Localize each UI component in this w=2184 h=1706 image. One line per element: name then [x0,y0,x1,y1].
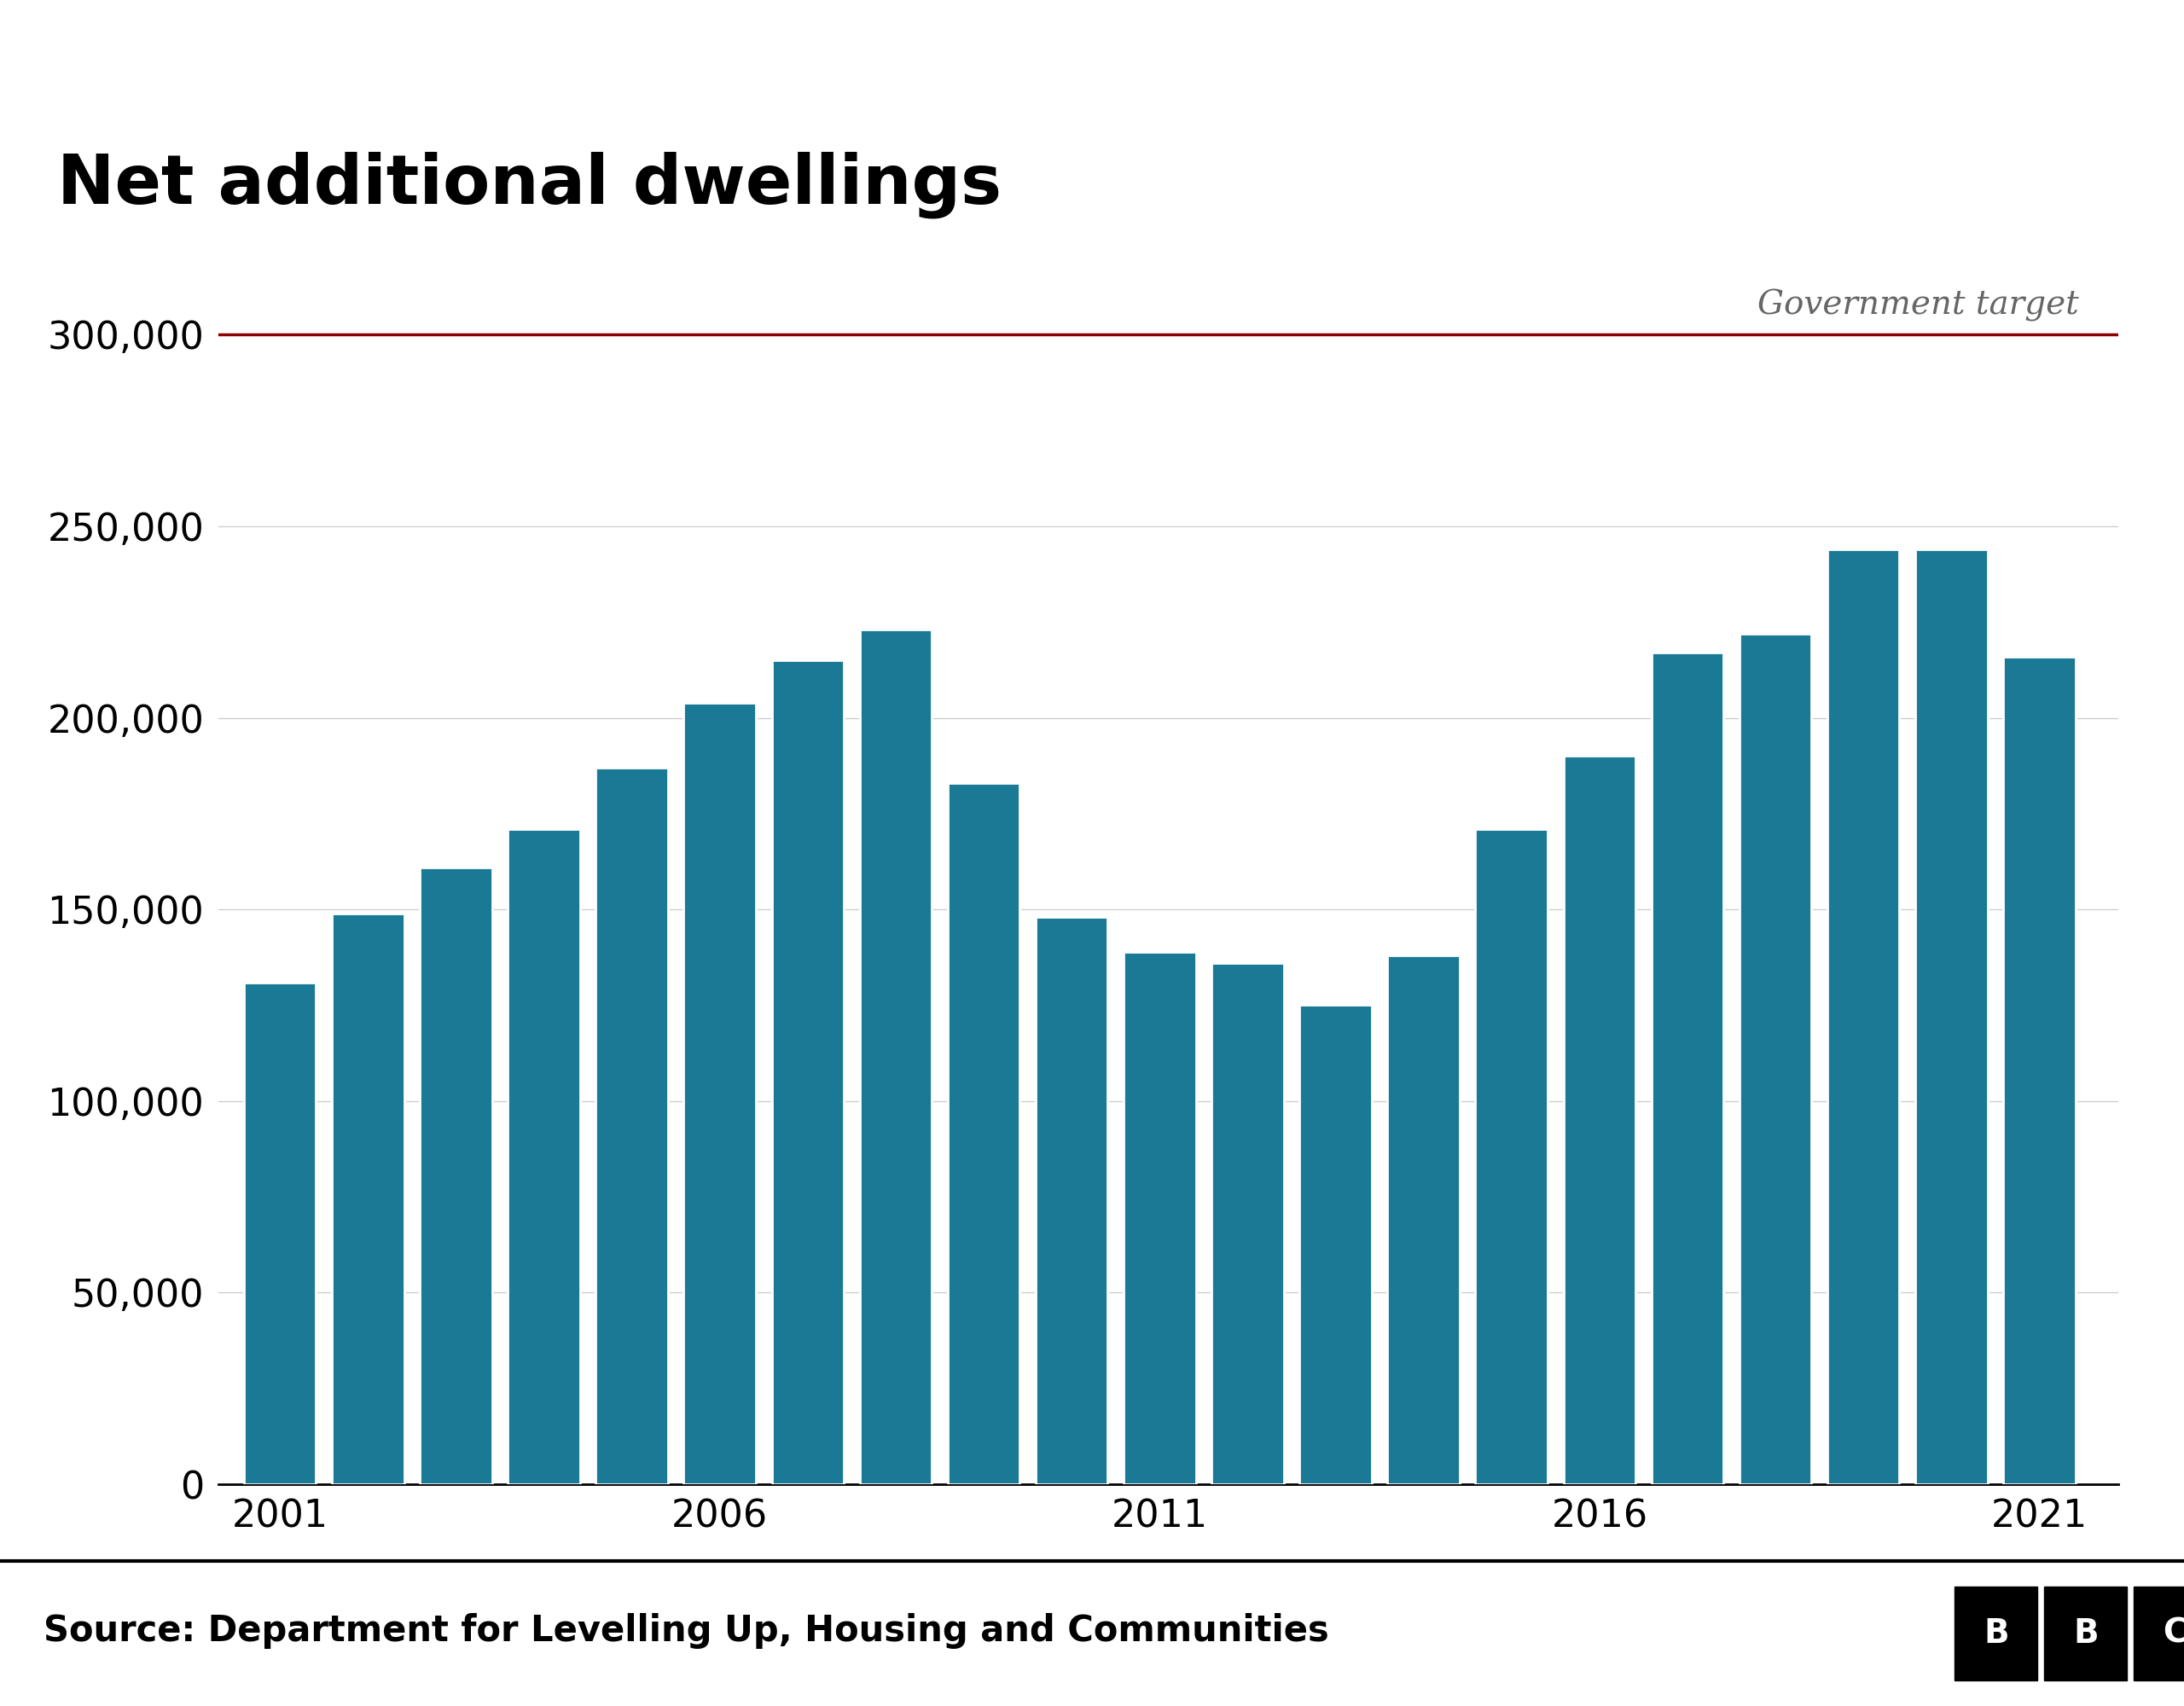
Bar [2003,657,2075,1484]
Bar [419,867,491,1484]
Bar [684,703,756,1484]
Bar [1915,549,1987,1484]
Bar [860,630,933,1484]
Bar [1476,829,1548,1484]
Text: Source: Department for Levelling Up, Housing and Communities: Source: Department for Levelling Up, Hou… [44,1614,1330,1648]
Bar [1035,918,1107,1484]
Bar [1651,653,1723,1484]
Bar [1387,955,1459,1484]
Bar [509,829,581,1484]
Text: Net additional dwellings: Net additional dwellings [57,152,1002,218]
Bar [771,660,843,1484]
Bar [1123,952,1195,1484]
Bar [1738,633,1811,1484]
Bar [596,768,668,1484]
Bar [1212,964,1284,1484]
Bar [1828,549,1900,1484]
Bar [1564,756,1636,1484]
Text: Government target: Government target [1758,288,2079,321]
Text: B: B [1983,1617,2009,1650]
Bar [245,983,317,1484]
Bar [948,783,1020,1484]
Text: B: B [2073,1617,2099,1650]
Text: C: C [2162,1617,2184,1650]
Bar [1299,1005,1372,1484]
Bar [332,913,404,1484]
